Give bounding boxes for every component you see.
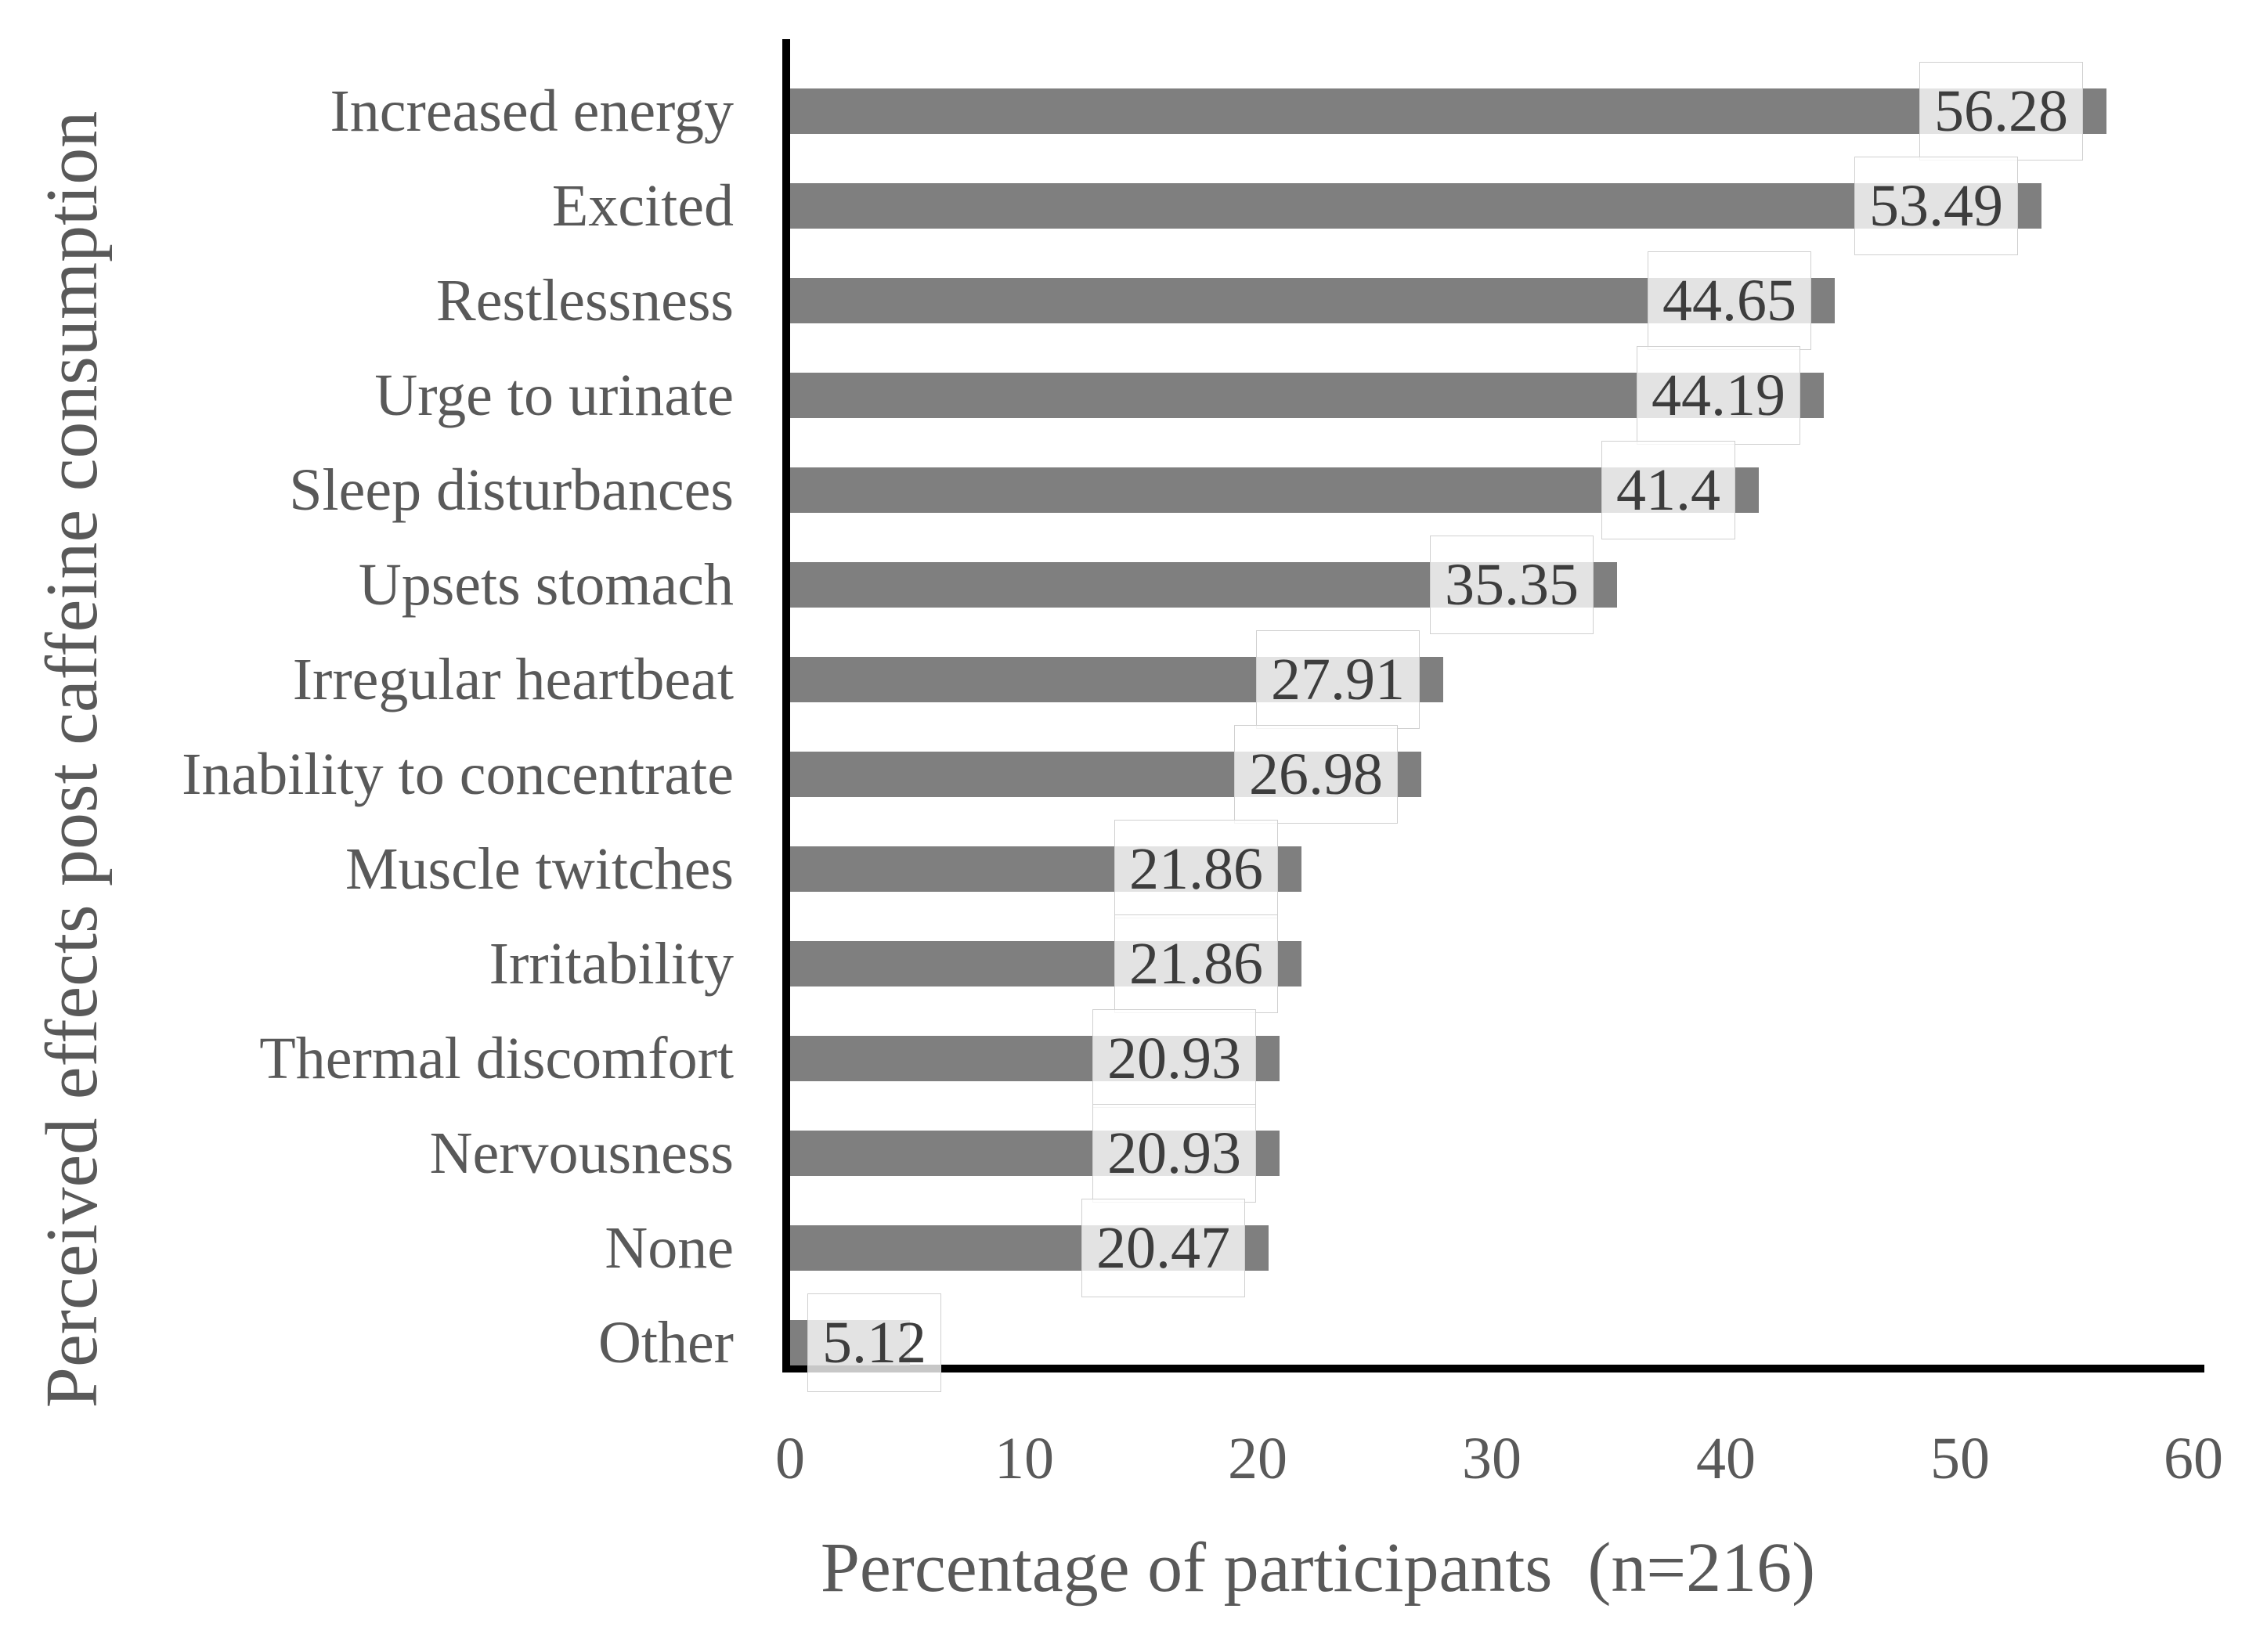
x-tick-label: 10 — [995, 1426, 1054, 1491]
category-label: Sleep disturbances — [289, 457, 734, 523]
value-label: 20.93 — [1092, 1009, 1256, 1108]
y-axis-line — [782, 39, 790, 1372]
x-axis-line — [782, 1365, 2204, 1372]
category-label: Nervousness — [429, 1120, 734, 1186]
value-label: 44.19 — [1637, 346, 1800, 445]
x-tick-label: 20 — [1228, 1426, 1287, 1491]
value-label: 53.49 — [1854, 157, 2018, 255]
y-axis-title: Perceived effects post caffeine consumpt… — [31, 110, 113, 1409]
value-label: 41.4 — [1601, 441, 1735, 539]
value-label: 35.35 — [1430, 536, 1594, 634]
category-label: None — [605, 1215, 734, 1281]
value-label: 21.86 — [1114, 820, 1278, 918]
value-label: 5.12 — [807, 1293, 941, 1392]
value-label: 27.91 — [1256, 630, 1420, 729]
value-label: 26.98 — [1234, 725, 1398, 824]
category-label: Irregular heartbeat — [292, 647, 734, 712]
category-label: Thermal discomfort — [259, 1026, 734, 1091]
x-tick-label: 50 — [1930, 1426, 1990, 1491]
category-label: Upsets stomach — [358, 552, 734, 618]
category-label: Other — [597, 1310, 734, 1376]
category-label: Restlessness — [436, 268, 734, 334]
category-label: Muscle twitches — [345, 836, 734, 902]
value-label: 44.65 — [1648, 251, 1811, 350]
x-tick-label: 30 — [1462, 1426, 1522, 1491]
x-tick-label: 60 — [2164, 1426, 2223, 1491]
value-label: 56.28 — [1919, 62, 2083, 161]
x-axis-title: Percentage of participants (n=216) — [820, 1529, 1816, 1607]
category-label: Urge to urinate — [374, 363, 734, 428]
category-label: Increased energy — [330, 78, 734, 144]
value-label: 20.93 — [1092, 1104, 1256, 1203]
x-tick-label: 0 — [775, 1426, 805, 1491]
value-label: 20.47 — [1081, 1199, 1245, 1297]
bar — [790, 467, 1759, 513]
x-tick-label: 40 — [1696, 1426, 1756, 1491]
category-label: Excited — [551, 173, 734, 239]
bar — [790, 183, 2041, 229]
bar — [790, 88, 2106, 134]
category-label: Irritability — [489, 931, 734, 997]
value-label: 21.86 — [1114, 914, 1278, 1013]
category-label: Inability to concentrate — [182, 741, 734, 807]
